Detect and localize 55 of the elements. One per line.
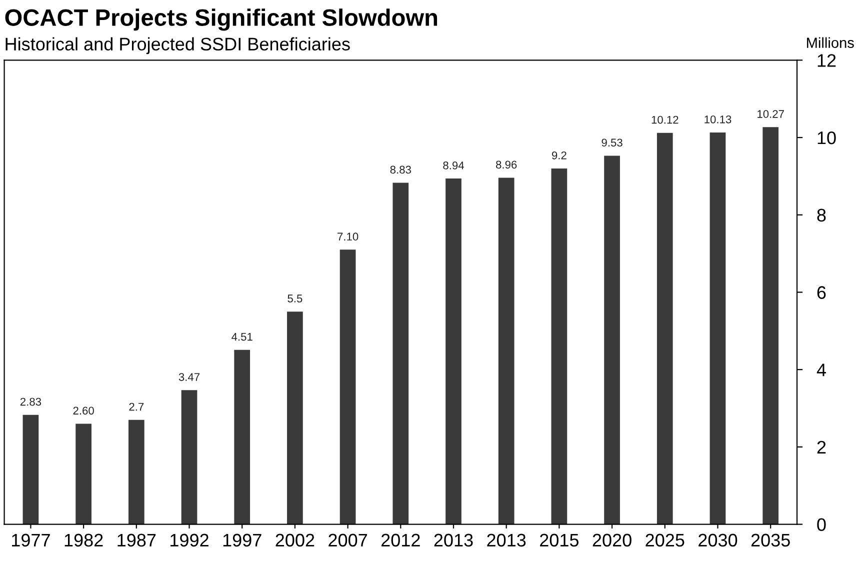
x-tick-label: 1992 [170, 534, 208, 547]
bar [710, 132, 726, 524]
data-label: 4.51 [232, 332, 252, 341]
y-tick-label: 10 [818, 131, 836, 144]
bar [340, 250, 356, 524]
chart-subtitle: Historical and Projected SSDI Beneficiaries [6, 37, 350, 54]
data-label: 10.13 [704, 115, 732, 124]
x-tick-label: 2013 [434, 534, 473, 547]
bar [181, 390, 198, 524]
x-tick-label: 2035 [751, 534, 790, 547]
x-tick-label: 1997 [223, 534, 262, 547]
bar [498, 178, 514, 524]
y-tick-label: 8 [817, 208, 826, 222]
data-label: 7.10 [338, 232, 358, 241]
x-tick-label: 2015 [540, 534, 579, 547]
bar [446, 178, 462, 524]
data-label: 5.5 [288, 294, 302, 302]
bar [287, 312, 303, 524]
x-tick-label: 1987 [118, 534, 156, 547]
data-label: 10.12 [652, 116, 678, 124]
bar [128, 420, 144, 524]
data-label: 8.96 [496, 160, 517, 169]
x-tick-label: 1977 [12, 534, 50, 547]
x-tick-label: 2007 [328, 534, 367, 547]
y-tick-label: 6 [817, 286, 826, 299]
x-tick-label: 2002 [276, 534, 314, 547]
y-tick-label: 2 [817, 440, 826, 454]
bar [392, 182, 409, 524]
bar [604, 156, 620, 524]
bar [551, 168, 568, 524]
data-label: 8.94 [443, 162, 464, 170]
y-tick-label: 12 [818, 54, 836, 67]
data-label: 8.83 [390, 166, 411, 174]
y-tick-label: 0 [817, 518, 826, 532]
bar [234, 350, 250, 524]
chart-title: OCACT Projects Significant Slowdown [5, 8, 438, 31]
data-label: 9.53 [602, 138, 622, 147]
data-label: 3.47 [178, 373, 200, 381]
x-tick-label: 2030 [698, 534, 738, 547]
y-axis-title: Millions [807, 37, 854, 48]
x-tick-label: 2013 [487, 534, 526, 547]
data-label: 2.7 [129, 402, 144, 411]
y-tick-label: 4 [816, 364, 826, 376]
x-tick-label: 2012 [381, 534, 420, 547]
bar [762, 127, 779, 524]
bar [76, 424, 92, 524]
data-label: 2.60 [73, 406, 94, 415]
x-tick-label: 2020 [592, 534, 632, 547]
x-tick-label: 2025 [646, 534, 684, 547]
data-label: 2.83 [20, 398, 42, 406]
bar [22, 414, 39, 524]
bar [656, 132, 673, 524]
data-label: 10.27 [758, 110, 784, 118]
x-tick-label: 1982 [64, 534, 103, 547]
data-label: 9.2 [552, 151, 566, 160]
